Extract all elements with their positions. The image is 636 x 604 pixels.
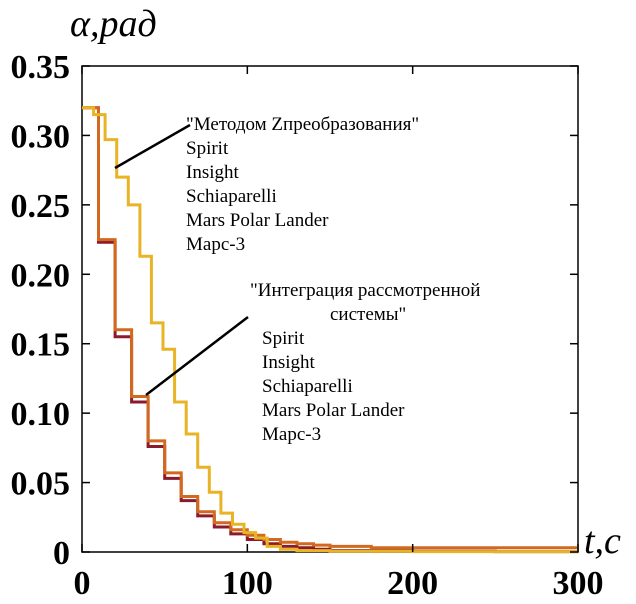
annotation-integr-line: Schiaparelli [262, 376, 353, 397]
y-tick-label: 0.30 [11, 118, 71, 155]
annotation-zpreobr-line: Spirit [186, 138, 229, 159]
annotation-integr-line: Mars Polar Lander [262, 400, 405, 421]
x-tick-label: 100 [222, 565, 273, 602]
y-tick-label: 0.10 [11, 396, 71, 433]
annotation-integr-line: Insight [262, 352, 316, 373]
annotation-integr-line: Марс-3 [262, 424, 321, 445]
x-axis-label: t,c [584, 520, 621, 562]
x-tick-label: 300 [553, 565, 604, 602]
annotation-pointer-integr [145, 316, 249, 396]
annotations: "Методом Zпреобразования" Spirit Insight Sc… [186, 114, 480, 445]
annotation-zpreobr-line: Schiaparelli [186, 186, 277, 207]
annotation-integr-line: системы" [330, 304, 406, 325]
y-tick-label: 0.20 [11, 257, 71, 294]
annotation-zpreobr-line: Insight [186, 162, 240, 183]
x-axis: 0 100 200 300 [74, 66, 604, 602]
annotation-zpreobr-line: Mars Polar Lander [186, 210, 329, 231]
y-tick-label: 0 [53, 535, 70, 572]
annotation-zpreobr-line: "Методом Zпреобразования" [186, 114, 419, 135]
y-tick-label: 0.25 [11, 188, 71, 225]
y-tick-label: 0.05 [11, 466, 71, 503]
y-tick-label: 0.35 [11, 49, 71, 86]
annotation-zpreobr-line: Марс-3 [186, 234, 245, 255]
annotation-integr-line: Spirit [262, 328, 305, 349]
series-layer [82, 106, 578, 554]
series-line-2 [82, 106, 578, 550]
y-tick-label: 0.15 [11, 327, 71, 364]
series-line-3 [82, 106, 578, 554]
x-tick-label: 200 [387, 565, 438, 602]
annotation-pointer-zpreobr [114, 123, 191, 170]
annotation-integr-line: "Интеграция рассмотренной [250, 280, 480, 301]
y-axis-label: α,рад [70, 3, 157, 45]
y-axis: 0 0.05 0.10 0.15 0.20 0.25 0.30 0.35 [11, 49, 578, 572]
x-tick-label: 0 [74, 565, 91, 602]
